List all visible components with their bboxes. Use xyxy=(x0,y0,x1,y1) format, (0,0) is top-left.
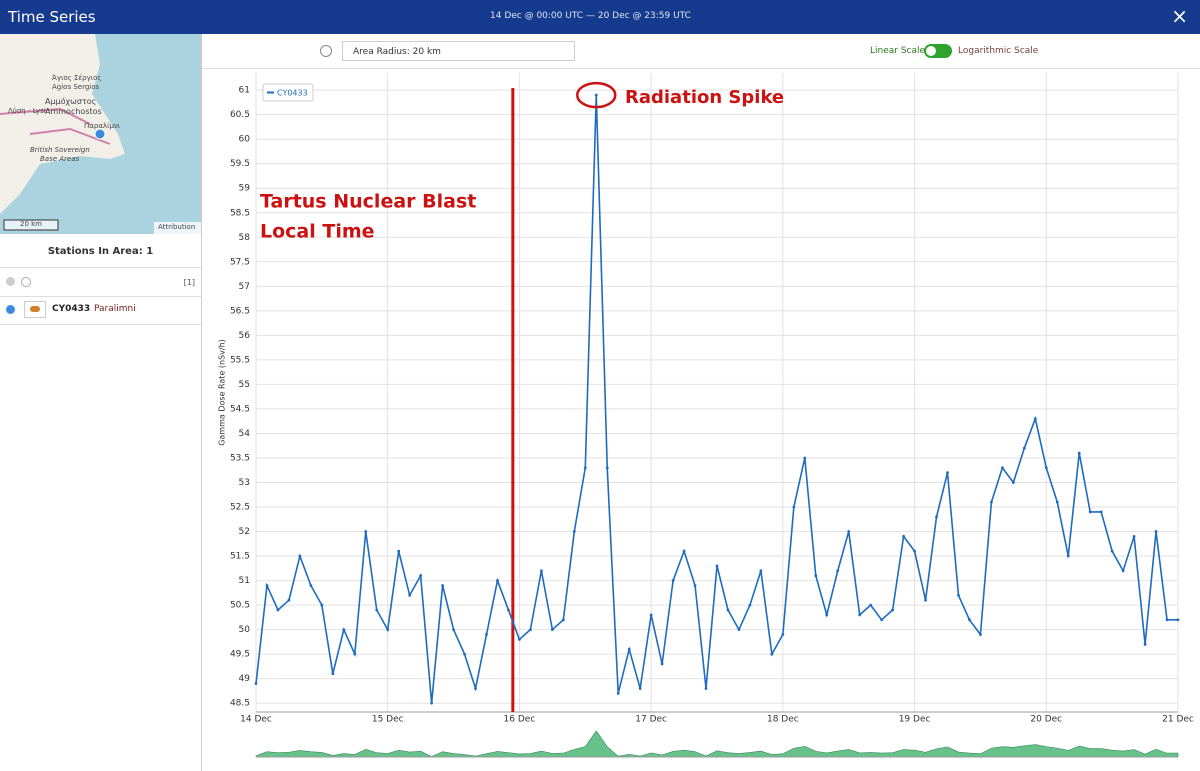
stations-title: Stations In Area: 1 xyxy=(47,246,154,257)
radius-select[interactable]: Area Radius: 20 km xyxy=(342,41,575,61)
map-label: Λύση - Lysi xyxy=(8,107,46,115)
map-label: Ammochostos xyxy=(45,107,102,116)
range-sep: — xyxy=(585,11,595,21)
toggle-dot[interactable] xyxy=(6,277,15,286)
map-label: Αμμόχωστος xyxy=(45,96,96,106)
sidebar: Άγιος Σέργιος Agios Sergios Αμμόχωστος A… xyxy=(0,34,202,771)
scale-toggle[interactable] xyxy=(924,44,952,58)
station-pin[interactable] xyxy=(94,128,106,140)
station-id[interactable]: CY0433 xyxy=(52,304,91,314)
flag xyxy=(24,301,46,318)
map-label: Παραλίμνι xyxy=(84,122,121,130)
count: [1] xyxy=(183,278,195,287)
borders xyxy=(0,107,111,145)
range-from: 14 Dec @ 00:00 UTC xyxy=(490,11,584,21)
date-range[interactable]: 14 Dec @ 00:00 UTC — 20 Dec @ 23:59 UTC xyxy=(490,11,691,21)
map-label: Άγιος Σέργιος xyxy=(52,74,102,82)
map-label: Agios Sergios xyxy=(52,83,100,91)
attribution-box xyxy=(154,222,201,234)
toggle-dot[interactable] xyxy=(21,277,31,287)
chart-panel: Area Radius: 20 km Linear Scale Logarith… xyxy=(202,34,1200,771)
station-dot[interactable] xyxy=(6,305,15,314)
scale-label: 20 km xyxy=(20,220,42,228)
scale-bar xyxy=(3,219,59,231)
map[interactable]: Άγιος Σέργιος Agios Sergios Αμμόχωστος A… xyxy=(0,34,201,234)
linear-label[interactable]: Linear Scale xyxy=(870,46,926,56)
attribution[interactable]: Attribution xyxy=(158,223,195,231)
radio[interactable] xyxy=(320,45,332,57)
window-title: Time Series xyxy=(8,8,96,26)
close-button[interactable]: × xyxy=(1171,4,1188,28)
map-label: Base Areas xyxy=(40,155,80,163)
title-bar: Time Series 14 Dec @ 00:00 UTC — 20 Dec … xyxy=(0,0,1200,34)
station-list: [1] CY0433 Paralimni xyxy=(0,267,201,325)
range-to: 20 Dec @ 23:59 UTC xyxy=(597,11,691,21)
log-label[interactable]: Logarithmic Scale xyxy=(958,46,1039,56)
station-name: Paralimni xyxy=(94,304,136,314)
land xyxy=(0,34,125,214)
map-label: British Sovereign xyxy=(30,146,90,154)
